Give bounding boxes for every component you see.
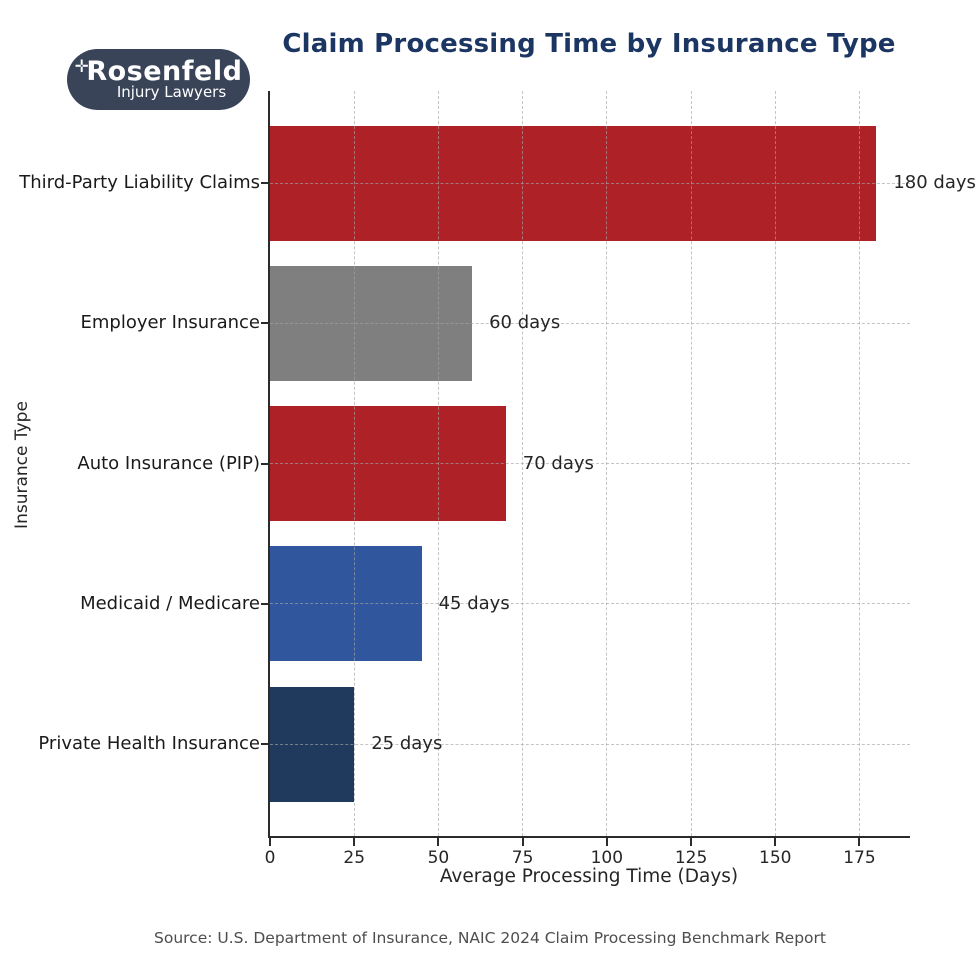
- y-grid-line: [270, 182, 910, 184]
- value-label: 45 days: [438, 592, 510, 614]
- chart-title: Claim Processing Time by Insurance Type: [282, 29, 896, 59]
- x-tick-mark: [690, 838, 693, 846]
- plot-area: 0 25 50 75 100 125 150 175 180 days 60 days 70 day…: [261, 91, 976, 868]
- y-grid-line: [270, 322, 910, 324]
- x-tick-mark: [774, 838, 777, 846]
- logo-brand-name: ✛Rosenfeld: [74, 55, 243, 87]
- y-category-labels: Third-Party Liability Claims Employer Ins…: [0, 91, 260, 838]
- x-tick-label: 125: [674, 848, 708, 868]
- logo-tagline: Injury Lawyers: [116, 83, 227, 102]
- x-tick-label: 100: [590, 848, 624, 868]
- x-tick-label: 0: [264, 848, 276, 868]
- x-tick-label: 50: [427, 848, 450, 868]
- x-tick-label: 25: [343, 848, 366, 868]
- y-tick-mark: [261, 322, 268, 325]
- category-label: Auto Insurance (PIP): [77, 452, 260, 474]
- y-grid-line: [270, 463, 910, 464]
- value-label: 60 days: [489, 312, 561, 334]
- category-label: Private Health Insurance: [38, 733, 260, 754]
- y-grid-line: [270, 743, 910, 745]
- y-tick-mark: [261, 462, 268, 465]
- source-note: Source: U.S. Department of Insurance, NA…: [154, 929, 826, 947]
- y-tick-mark: [261, 602, 268, 605]
- x-axis-label: Average Processing Time (Days): [439, 866, 739, 887]
- category-label: Third-Party Liability Claims: [19, 172, 260, 193]
- x-tick-mark: [605, 838, 608, 846]
- y-tick-mark: [261, 743, 268, 745]
- x-tick-mark: [858, 838, 861, 846]
- category-label: Employer Insurance: [80, 312, 260, 334]
- x-tick-mark: [353, 838, 356, 846]
- y-axis-label: Insurance Type: [12, 401, 32, 529]
- value-label: 25 days: [371, 733, 443, 754]
- x-tick-mark: [521, 838, 524, 846]
- x-tick-label: 75: [511, 848, 534, 868]
- x-tick-label: 175: [843, 848, 876, 868]
- x-tick-mark: [437, 838, 440, 846]
- logo-name-text: Rosenfeld: [86, 55, 243, 87]
- y-grid-line: [270, 603, 910, 605]
- y-tick-mark: [261, 182, 268, 184]
- rosenfeld-logo: ✛Rosenfeld Injury Lawyers: [67, 49, 250, 110]
- x-tick-mark: [269, 838, 271, 846]
- category-label: Medicaid / Medicare: [80, 592, 260, 614]
- value-label: 180 days: [893, 172, 976, 193]
- x-tick-label: 150: [759, 848, 792, 868]
- plus-cross-icon: ✛: [74, 56, 90, 77]
- value-label: 70 days: [522, 452, 594, 474]
